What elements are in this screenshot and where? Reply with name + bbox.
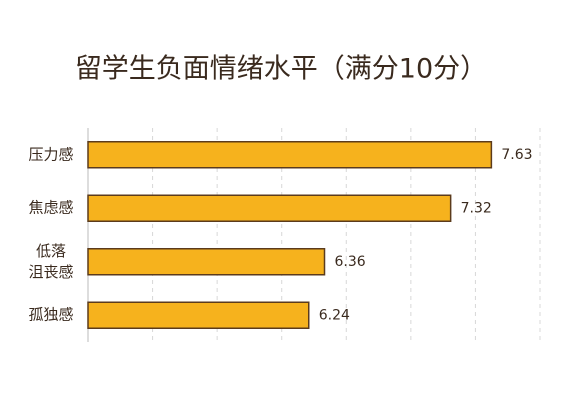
bar <box>87 141 493 169</box>
value-label: 7.32 <box>461 200 492 216</box>
y-tick-label: 低落 沮丧感 <box>28 241 74 281</box>
bar <box>87 194 452 222</box>
y-tick-label: 焦虑感 <box>28 198 74 217</box>
value-label: 7.63 <box>501 147 532 163</box>
y-tick-label: 孤独感 <box>28 305 74 324</box>
bar <box>87 248 326 276</box>
value-label: 6.36 <box>335 254 366 270</box>
value-label: 6.24 <box>319 307 350 323</box>
y-tick-label: 压力感 <box>28 145 74 164</box>
chart-title: 留学生负面情绪水平（满分10分） <box>75 54 487 85</box>
bar <box>87 301 310 329</box>
